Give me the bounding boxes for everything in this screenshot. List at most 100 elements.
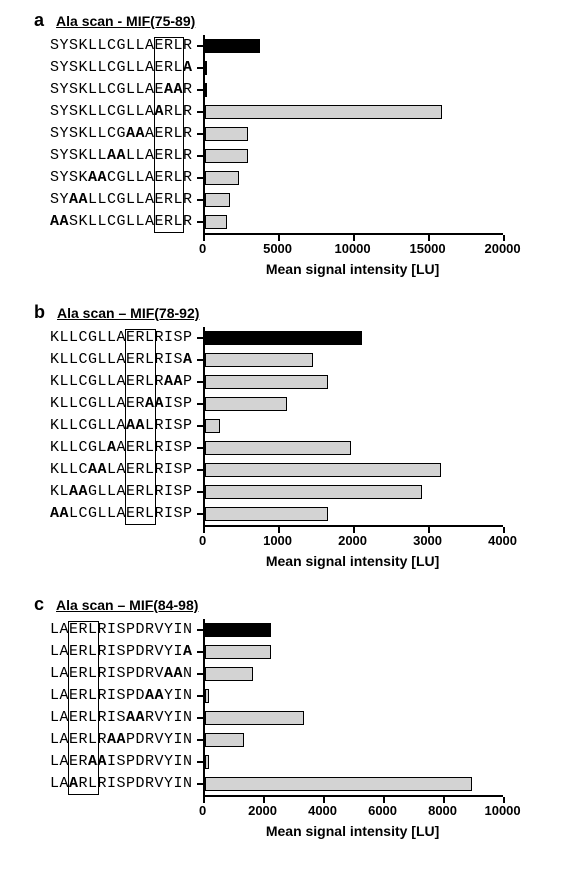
seq-post: YIN — [164, 687, 193, 704]
sequence-row: KLLCGLLAERLRISA — [50, 349, 193, 371]
seq-post: LAERLRISP — [107, 461, 193, 478]
seq-post: ISPDRVYIN — [107, 753, 193, 770]
sequence-list: SYSKLLCGLLAERLRSYSKLLCGLLAERLASYSKLLCGLL… — [10, 35, 203, 233]
seq-subst: AA — [126, 417, 145, 434]
seq-subst: AA — [164, 373, 183, 390]
bar-row — [203, 751, 503, 773]
bar-variant — [205, 149, 249, 163]
seq-subst: AA — [88, 461, 107, 478]
bar-variant — [205, 441, 351, 455]
bar-variant — [205, 711, 304, 725]
seq-subst: AA — [145, 395, 164, 412]
chart-area — [203, 327, 503, 527]
x-tick-label: 4000 — [488, 533, 517, 548]
seq-pre: KL — [50, 483, 69, 500]
x-tick-label: 15000 — [409, 241, 445, 256]
bar-variant — [205, 689, 210, 703]
panel-content: LAERLRISPDRVYINLAERLRISPDRVYIALAERLRISPD… — [10, 619, 556, 839]
bar-row — [203, 415, 503, 437]
bar-variant — [205, 645, 271, 659]
seq-post: ISP — [164, 395, 193, 412]
bar-row — [203, 349, 503, 371]
seq-pre: LAERLRISPD — [50, 687, 145, 704]
y-tick — [197, 403, 203, 405]
seq-pre: KLLC — [50, 461, 88, 478]
seq-subst: AA — [69, 191, 88, 208]
bar-row — [203, 101, 503, 123]
y-tick — [197, 717, 203, 719]
seq-post: R — [183, 81, 193, 98]
seq-post: LRISP — [145, 417, 193, 434]
x-tick-label: 2000 — [248, 803, 277, 818]
bar-row — [203, 145, 503, 167]
y-tick — [197, 177, 203, 179]
seq-post: SKLLCGLLAERLR — [69, 213, 193, 230]
panel-content: KLLCGLLAERLRISP KLLCGLLAERLRISA KLLCGLLAER… — [10, 327, 556, 569]
x-tick-label: 6000 — [368, 803, 397, 818]
bar-reference — [205, 331, 363, 345]
bar-row — [203, 189, 503, 211]
chart: 0200040006000800010000Mean signal intens… — [203, 619, 556, 839]
sequence-row: SYSKAACGLLAERLR — [50, 167, 193, 189]
bar-variant — [205, 375, 329, 389]
sequence-row: SYAALLCGLLAERLR — [50, 189, 193, 211]
sequence-row: SYSKLLCGLLAERLA — [50, 57, 193, 79]
y-tick — [197, 111, 203, 113]
seq-pre: SYSKLLCGLLAE — [50, 81, 164, 98]
bar-variant — [205, 61, 207, 75]
seq-pre: KLLCGLLAERLRISP — [50, 329, 193, 346]
sequence-row: SYSKLLCGAAAERLR — [50, 123, 193, 145]
y-tick — [197, 381, 203, 383]
bar-row — [203, 641, 503, 663]
x-tick-label: 1000 — [263, 533, 292, 548]
bar-variant — [205, 193, 231, 207]
seq-pre: SYSKLLCG — [50, 125, 126, 142]
panel-header: aAla scan - MIF(75-89) — [34, 10, 556, 31]
sequence-row: SYSKLLCGLLAERLR — [50, 35, 193, 57]
y-tick — [197, 425, 203, 427]
bar-variant — [205, 463, 441, 477]
y-tick — [197, 199, 203, 201]
seq-post: LCGLLAERLRISP — [69, 505, 193, 522]
seq-subst: A — [183, 643, 193, 660]
bar-row — [203, 663, 503, 685]
y-tick — [197, 221, 203, 223]
bar-variant — [205, 127, 249, 141]
sequence-row: KLLCGLLAERLRISP — [50, 327, 193, 349]
sequence-row: LAERLRISAARVYIN — [50, 707, 193, 729]
bar-variant — [205, 733, 244, 747]
panel-letter: c — [34, 594, 44, 615]
sequence-row: AALCGLLAERLRISP — [50, 503, 193, 525]
seq-subst: AA — [164, 81, 183, 98]
x-axis: 0200040006000800010000 — [203, 797, 503, 817]
x-tick-label: 4000 — [308, 803, 337, 818]
y-tick — [197, 783, 203, 785]
panel-header: c Ala scan – MIF(84-98) — [34, 594, 556, 615]
y-tick — [197, 89, 203, 91]
bar-row — [203, 503, 503, 525]
panel-letter: a — [34, 10, 44, 31]
seq-subst: AA — [88, 169, 107, 186]
seq-pre: SYSKLLCGLLAERL — [50, 59, 183, 76]
y-tick — [197, 651, 203, 653]
chart-area — [203, 35, 503, 235]
seq-subst: AA — [145, 687, 164, 704]
panel-c: c Ala scan – MIF(84-98) LAERLRISPDRVYIN LAE… — [10, 594, 556, 839]
sequence-row: KLLCGLLAERAAISP — [50, 393, 193, 415]
bar-row — [203, 123, 503, 145]
seq-subst: AA — [107, 147, 126, 164]
bar-variant — [205, 667, 253, 681]
bar-variant — [205, 215, 228, 229]
bar-variant — [205, 507, 329, 521]
seq-subst: AA — [107, 731, 126, 748]
panel-content: SYSKLLCGLLAERLRSYSKLLCGLLAERLASYSKLLCGLL… — [10, 35, 556, 277]
y-tick — [197, 337, 203, 339]
panel-title: Ala scan – MIF(84-98) — [56, 597, 198, 613]
seq-pre: SY — [50, 191, 69, 208]
bar-variant — [205, 485, 423, 499]
seq-pre: SYSK — [50, 169, 88, 186]
seq-subst: A — [155, 103, 165, 120]
sequence-row: KLLCGLAAERLRISP — [50, 437, 193, 459]
sequence-row: LAERLRISPDRVYIN — [50, 619, 193, 641]
sequence-row: KLAAGLLAERLRISP — [50, 481, 193, 503]
